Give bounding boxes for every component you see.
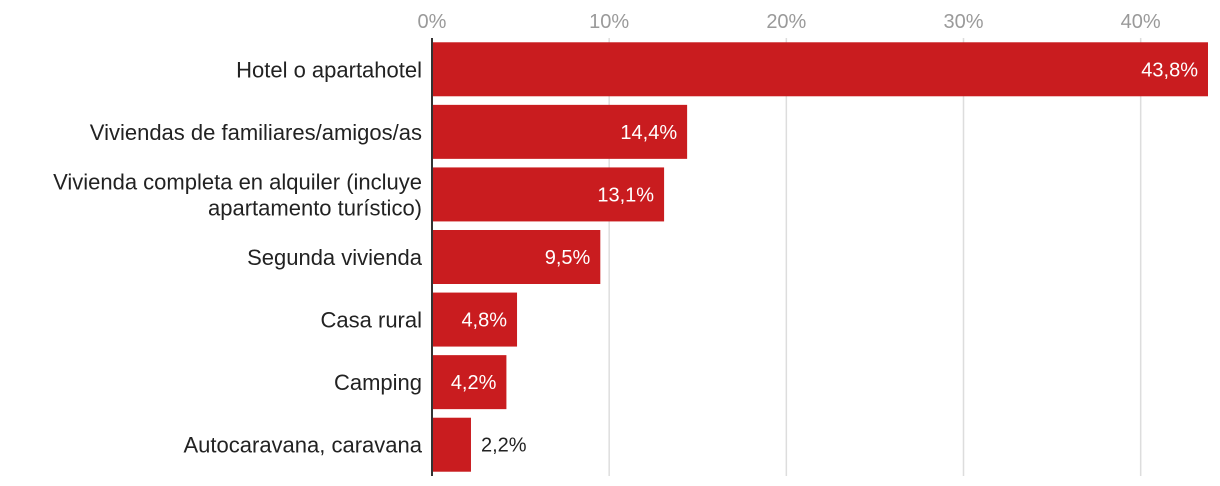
category-label: Segunda vivienda [247, 245, 423, 270]
x-tick-label: 40% [1121, 11, 1161, 33]
category-labels: Hotel o apartahotel Viviendas de familiar… [53, 57, 423, 457]
category-label: Camping [334, 370, 422, 395]
value-label: 13,1% [597, 184, 654, 206]
x-tick-label: 20% [766, 11, 806, 33]
bar [432, 355, 507, 410]
value-label: 43,8% [1141, 59, 1198, 81]
value-label: 4,8% [461, 310, 507, 332]
value-label: 4,2% [451, 372, 497, 394]
value-label: 14,4% [620, 122, 677, 144]
bar [432, 417, 471, 472]
category-label: Hotel o apartahotel [236, 57, 422, 82]
value-label: 2,2% [481, 435, 527, 457]
bars [432, 42, 1208, 472]
value-label: 9,5% [545, 247, 591, 269]
gridlines [608, 38, 1142, 476]
x-tick-label: 10% [589, 11, 629, 33]
x-tick-label: 0% [418, 11, 447, 33]
bar [432, 42, 1208, 97]
value-labels: 43,8% 14,4% 13,1% 9,5% 4,8% 4,2% 2,2% [451, 59, 1198, 456]
bar [432, 292, 518, 347]
bar [432, 104, 688, 159]
category-label: Autocaravana, caravana [184, 433, 423, 458]
category-label: Vivienda completa en alquiler (incluye ap… [53, 169, 422, 220]
bar [432, 230, 601, 284]
category-label: Casa rural [321, 308, 422, 333]
category-label: Viviendas de familiares/amigos/as [90, 120, 422, 145]
bar [432, 167, 665, 222]
x-axis-ticks: 0% 10% 20% 30% 40% [418, 11, 1161, 33]
x-tick-label: 30% [943, 11, 983, 33]
